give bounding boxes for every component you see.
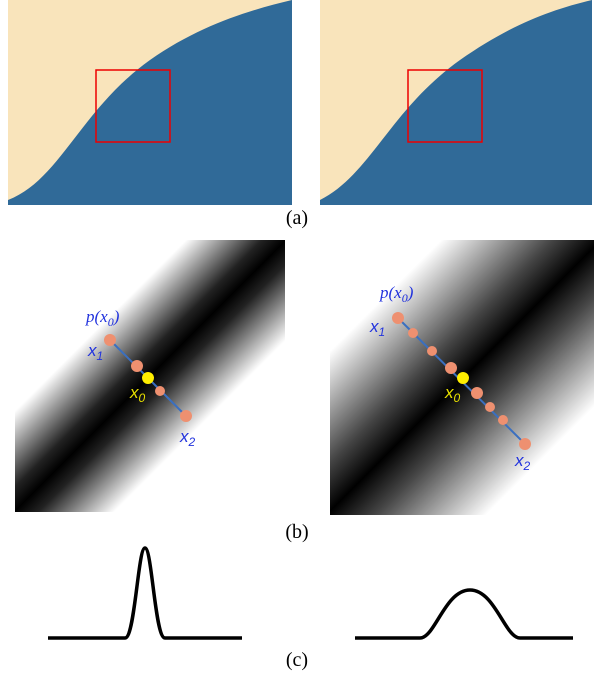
figure: (a) p(x0) x1 x0 x2 p(x0) x1 x0 x2 (b) (c… (0, 0, 594, 677)
panel-c (48, 548, 573, 638)
caption: (b) (285, 521, 308, 543)
p-label: p(x0) (379, 283, 414, 305)
caption: (c) (286, 649, 308, 671)
panel-b: p(x0) x1 x0 x2 p(x0) x1 x0 x2 (b) (15, 240, 594, 543)
caption: (a) (286, 207, 308, 229)
panel-a: (a) (8, 0, 592, 229)
p-label: p(x0) (85, 307, 120, 329)
